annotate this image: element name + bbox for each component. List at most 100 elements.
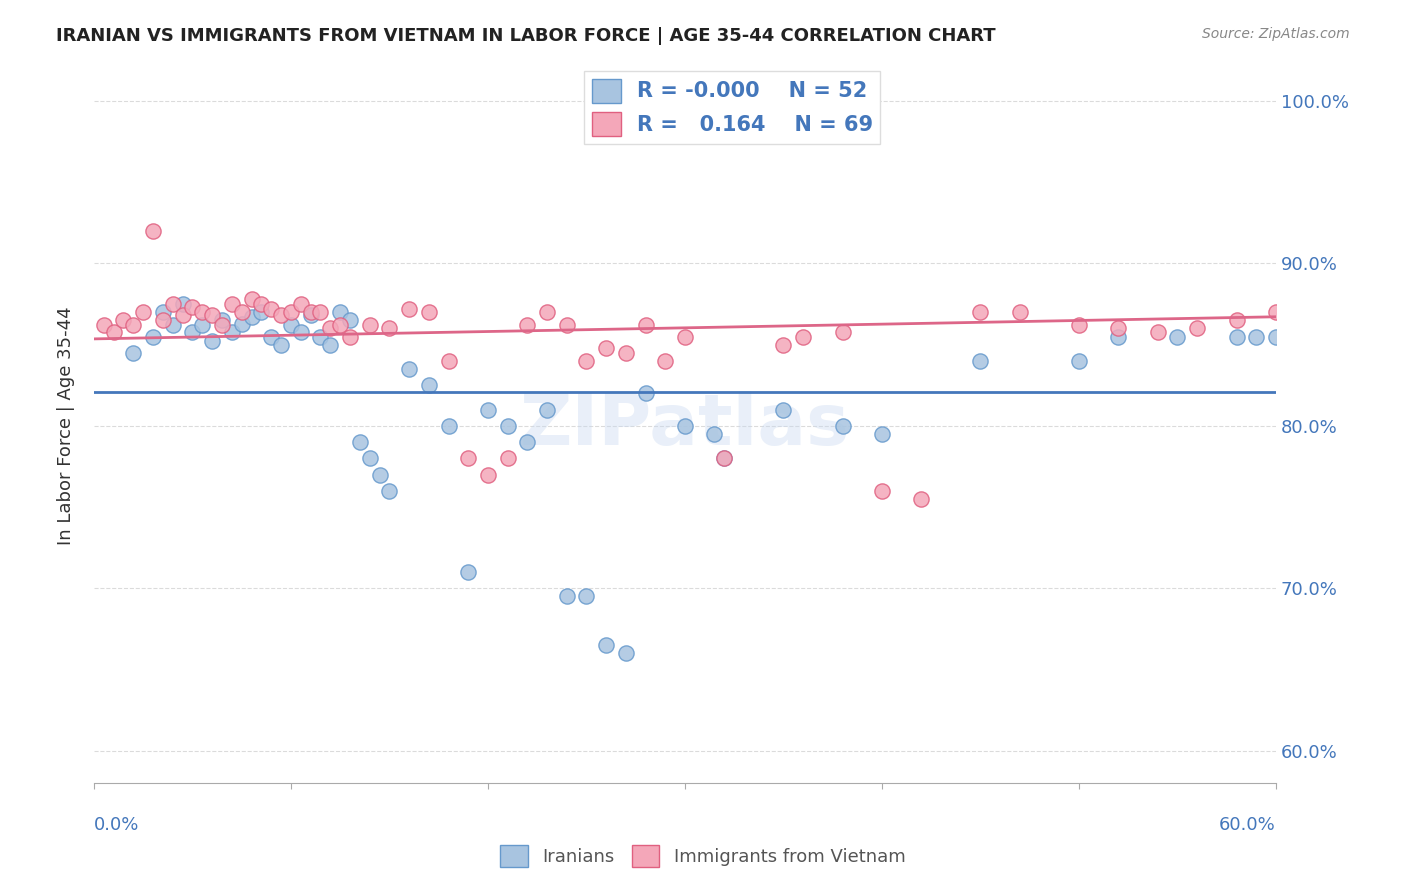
Point [162, 318, 184, 333]
Point [290, 325, 312, 339]
Point [1166, 329, 1188, 343]
Point [703, 427, 725, 442]
Point [221, 297, 243, 311]
Point [211, 318, 233, 333]
Point [1067, 318, 1090, 333]
Legend: R = -0.000    N = 52, R =   0.164    N = 69: R = -0.000 N = 52, R = 0.164 N = 69 [583, 71, 880, 144]
Point [368, 467, 391, 482]
Point [299, 309, 322, 323]
Point [595, 341, 617, 355]
Point [713, 451, 735, 466]
Point [1384, 292, 1406, 306]
Point [378, 321, 401, 335]
Point [437, 418, 460, 433]
Point [122, 318, 145, 333]
Point [270, 337, 292, 351]
Point [1107, 329, 1129, 343]
Point [270, 309, 292, 323]
Point [309, 305, 332, 319]
Point [339, 329, 361, 343]
Point [221, 325, 243, 339]
Point [172, 309, 194, 323]
Text: ZIPatlas: ZIPatlas [520, 392, 851, 460]
Point [1146, 325, 1168, 339]
Point [673, 418, 696, 433]
Point [516, 318, 538, 333]
Point [181, 300, 204, 314]
Point [142, 329, 165, 343]
Point [280, 305, 302, 319]
Text: 0.0%: 0.0% [94, 815, 139, 834]
Point [555, 590, 578, 604]
Point [654, 354, 676, 368]
Point [1344, 297, 1367, 311]
Point [870, 427, 893, 442]
Point [496, 451, 519, 466]
Point [162, 297, 184, 311]
Point [132, 305, 155, 319]
Point [378, 483, 401, 498]
Point [1225, 313, 1247, 327]
Point [231, 317, 253, 331]
Point [1265, 329, 1288, 343]
Point [240, 292, 263, 306]
Point [536, 402, 558, 417]
Text: 60.0%: 60.0% [1219, 815, 1277, 834]
Point [398, 301, 420, 316]
Point [1265, 305, 1288, 319]
Point [250, 297, 273, 311]
Point [142, 224, 165, 238]
Point [1185, 321, 1208, 335]
Point [1225, 329, 1247, 343]
Point [536, 305, 558, 319]
Point [359, 451, 381, 466]
Point [329, 305, 352, 319]
Point [152, 305, 174, 319]
Point [575, 354, 598, 368]
Point [713, 451, 735, 466]
Point [614, 646, 637, 660]
Y-axis label: In Labor Force | Age 35-44: In Labor Force | Age 35-44 [58, 307, 75, 545]
Point [112, 313, 135, 327]
Point [181, 325, 204, 339]
Point [349, 435, 371, 450]
Point [831, 325, 853, 339]
Point [614, 345, 637, 359]
Point [201, 309, 224, 323]
Point [477, 402, 499, 417]
Point [969, 354, 991, 368]
Point [359, 318, 381, 333]
Point [191, 305, 214, 319]
Point [329, 318, 352, 333]
Point [673, 329, 696, 343]
Point [260, 329, 283, 343]
Point [319, 321, 342, 335]
Point [457, 565, 479, 579]
Point [496, 418, 519, 433]
Point [555, 318, 578, 333]
Point [1008, 305, 1031, 319]
Point [280, 318, 302, 333]
Point [93, 318, 115, 333]
Point [240, 310, 263, 324]
Point [122, 345, 145, 359]
Point [211, 313, 233, 327]
Point [595, 638, 617, 652]
Point [418, 305, 440, 319]
Point [191, 318, 214, 333]
Point [1067, 354, 1090, 368]
Point [772, 402, 794, 417]
Point [437, 354, 460, 368]
Point [969, 305, 991, 319]
Point [910, 491, 932, 506]
Point [1107, 321, 1129, 335]
Point [1244, 329, 1267, 343]
Point [299, 305, 322, 319]
Point [634, 318, 657, 333]
Point [477, 467, 499, 482]
Point [634, 386, 657, 401]
Point [339, 313, 361, 327]
Point [260, 301, 283, 316]
Point [231, 305, 253, 319]
Point [103, 325, 125, 339]
